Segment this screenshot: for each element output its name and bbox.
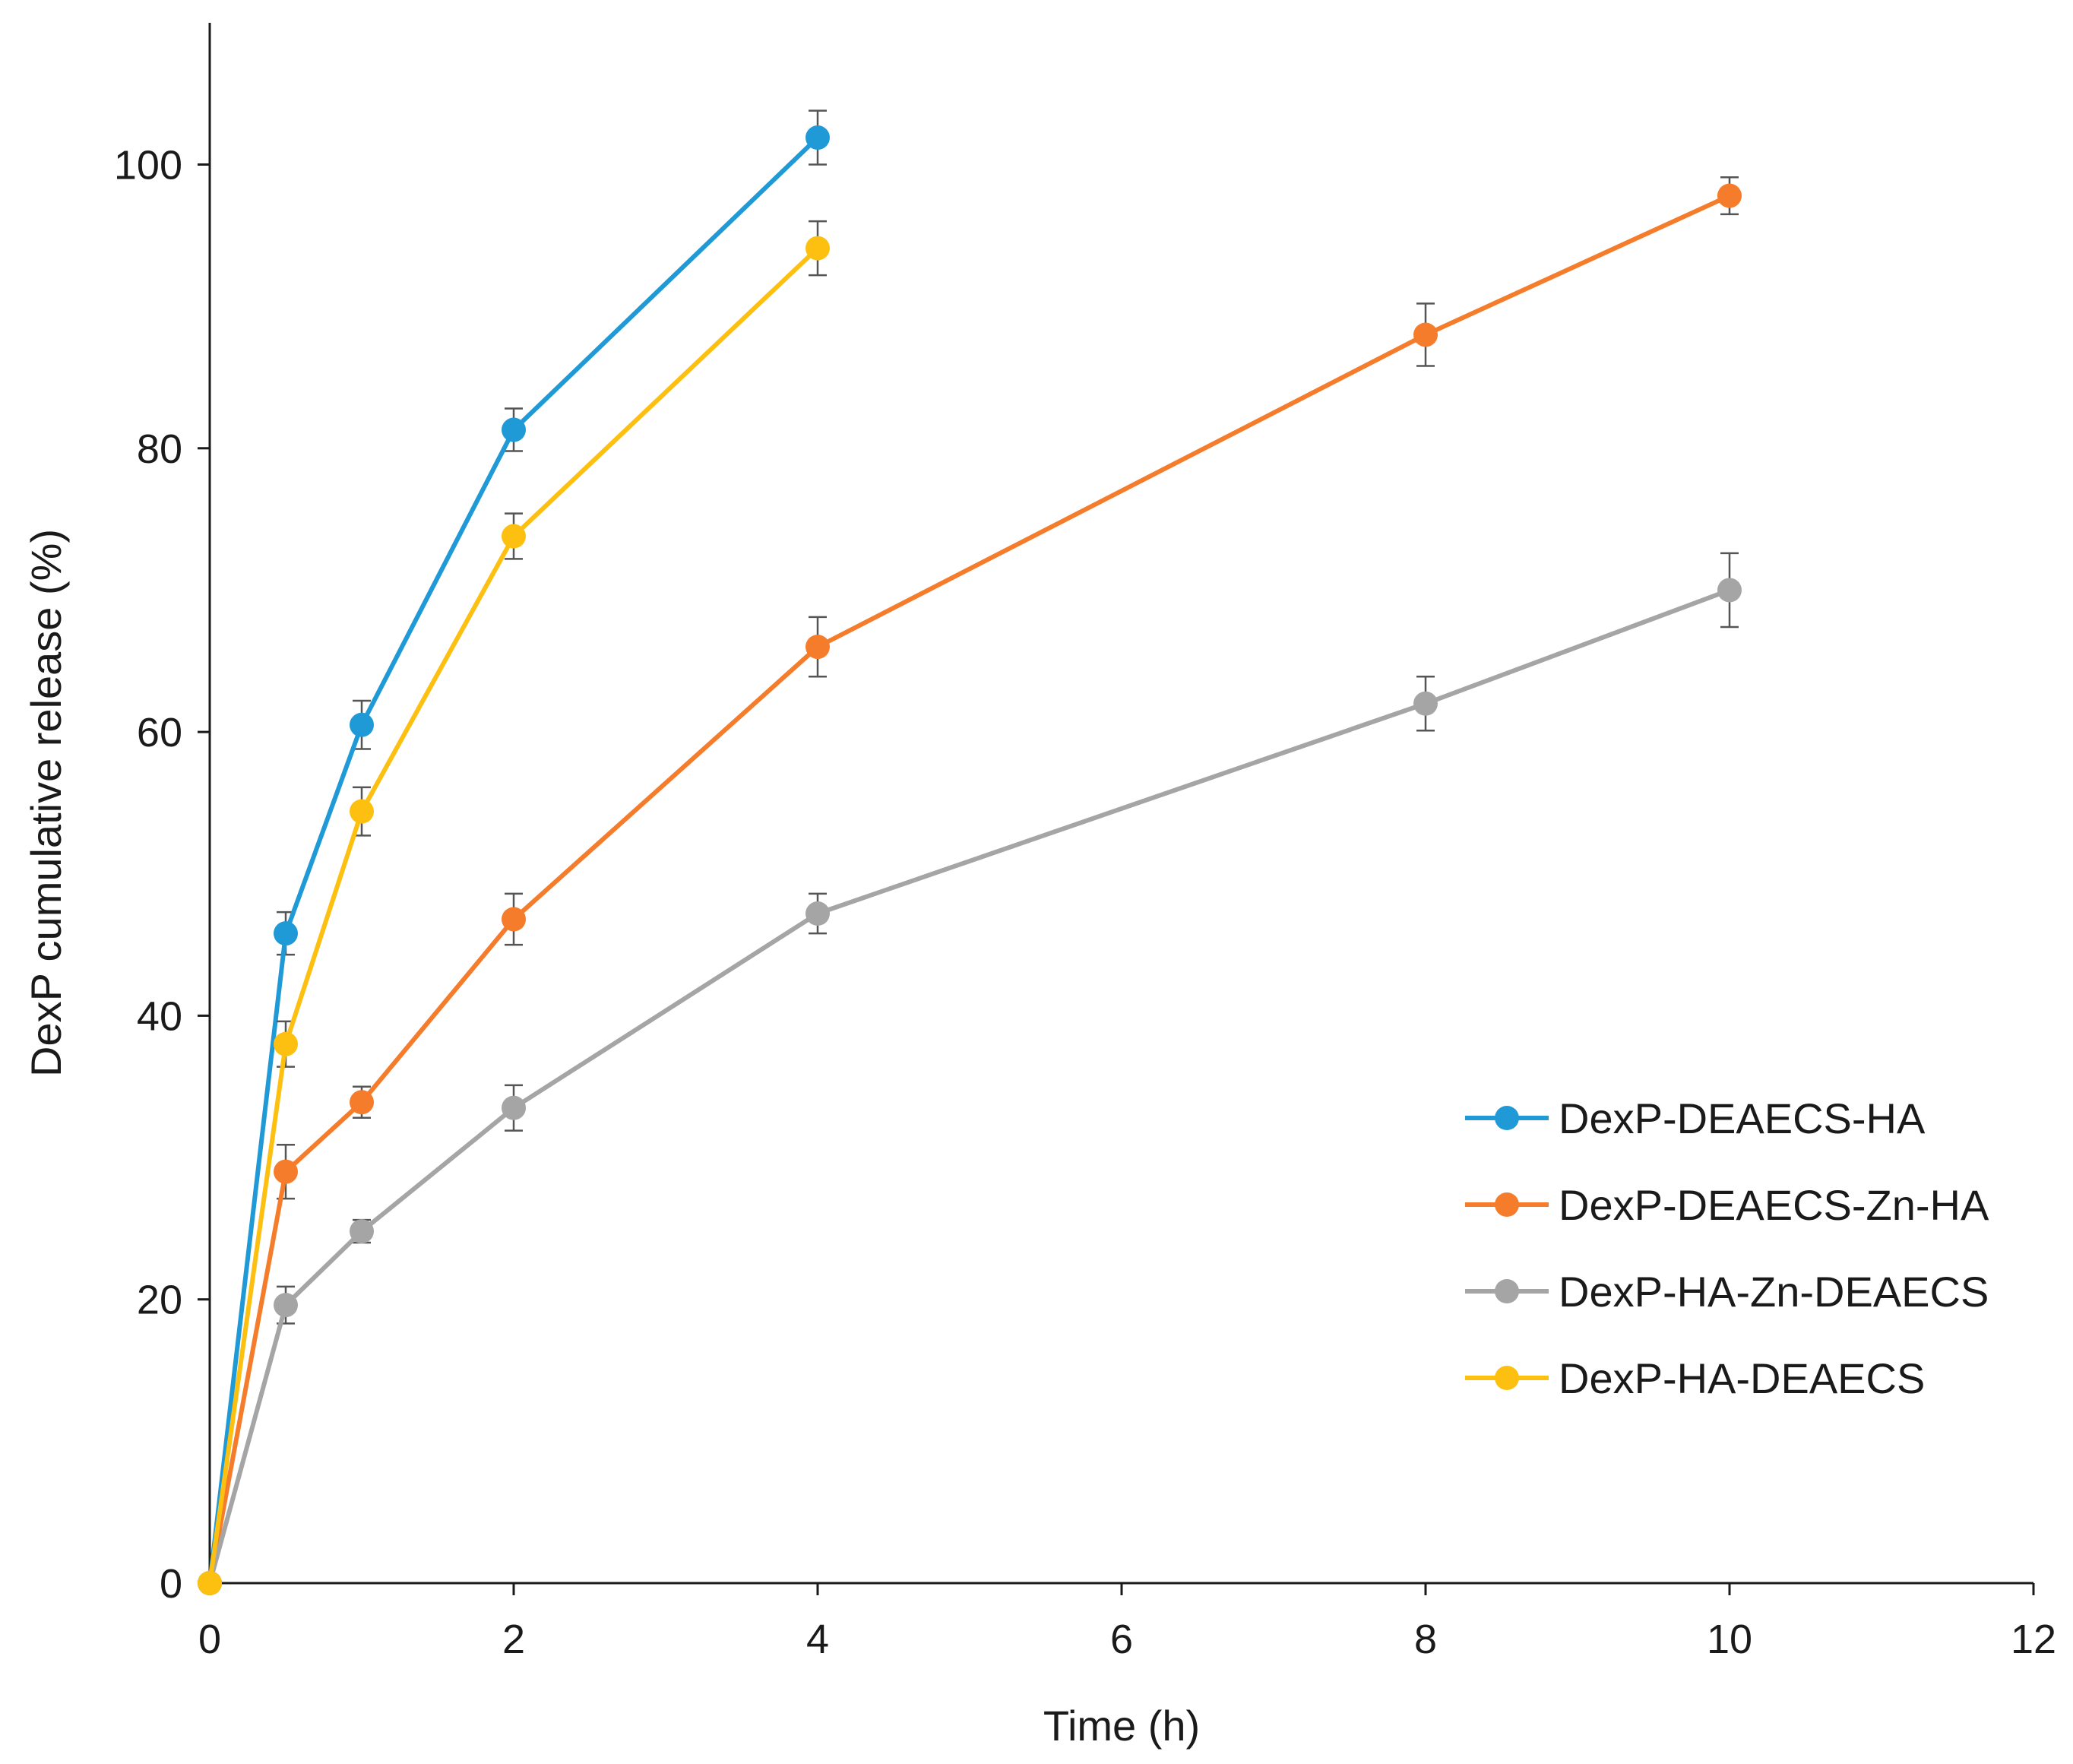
data-point — [502, 524, 526, 549]
data-point — [502, 1095, 526, 1120]
data-point — [350, 1219, 374, 1244]
data-point — [350, 799, 374, 824]
data-point — [274, 1293, 298, 1318]
data-point — [502, 907, 526, 932]
x-tick-label: 2 — [502, 1617, 525, 1662]
legend-marker — [1495, 1106, 1519, 1130]
series-0 — [198, 109, 830, 1595]
y-tick-label: 60 — [137, 710, 182, 755]
legend-label: DexP-HA-DEAECS — [1559, 1354, 1925, 1402]
y-tick-label: 100 — [114, 143, 182, 188]
data-point — [805, 236, 830, 261]
data-point — [502, 417, 526, 442]
data-point — [805, 901, 830, 926]
y-tick-label: 0 — [160, 1561, 182, 1607]
x-ticks: 0 2 4 6 8 10 12 — [198, 1583, 2056, 1662]
y-axis-title: DexP cumulative release (%) — [22, 529, 70, 1077]
series-3 — [198, 220, 830, 1595]
data-point — [1413, 322, 1438, 347]
data-point — [1413, 691, 1438, 716]
legend-marker — [1495, 1366, 1519, 1390]
x-tick-label: 4 — [806, 1617, 829, 1662]
legend-item: DexP-DEAECS-Zn-HA — [1465, 1181, 1989, 1229]
legend-item: DexP-HA-Zn-DEAECS — [1465, 1268, 1989, 1316]
legend-item: DexP-DEAECS-HA — [1465, 1094, 1926, 1142]
y-ticks: 0 20 40 60 80 100 — [114, 143, 210, 1607]
data-point — [805, 125, 830, 150]
legend-marker — [1495, 1279, 1519, 1303]
x-tick-label: 8 — [1414, 1617, 1437, 1662]
data-point — [1717, 183, 1742, 208]
y-tick-label: 80 — [137, 426, 182, 472]
series-line — [207, 135, 820, 1584]
axes — [208, 23, 2033, 1585]
y-tick-label: 40 — [137, 993, 182, 1039]
plot-series — [198, 109, 1742, 1595]
series-line — [207, 587, 1731, 1584]
data-point — [350, 712, 374, 737]
data-point — [805, 635, 830, 660]
data-point — [274, 1031, 298, 1056]
legend-label: DexP-HA-Zn-DEAECS — [1559, 1268, 1989, 1316]
legend: DexP-DEAECS-HA DexP-DEAECS-Zn-HA DexP-HA-Z… — [1465, 1094, 1989, 1402]
x-tick-label: 6 — [1110, 1617, 1133, 1662]
series-2 — [198, 552, 1742, 1595]
x-tick-label: 0 — [198, 1617, 221, 1662]
legend-label: DexP-DEAECS-HA — [1559, 1094, 1926, 1142]
data-point — [274, 1159, 298, 1184]
data-point — [350, 1090, 374, 1115]
legend-marker — [1495, 1192, 1519, 1217]
y-tick-label: 20 — [137, 1278, 182, 1323]
x-axis-title: Time (h) — [1043, 1702, 1200, 1750]
data-point — [198, 1571, 222, 1595]
data-point — [1717, 578, 1742, 603]
x-tick-label: 10 — [1707, 1617, 1752, 1662]
x-tick-label: 12 — [2011, 1617, 2056, 1662]
legend-item: DexP-HA-DEAECS — [1465, 1354, 1925, 1402]
legend-label: DexP-DEAECS-Zn-HA — [1559, 1181, 1989, 1229]
data-point — [274, 921, 298, 946]
